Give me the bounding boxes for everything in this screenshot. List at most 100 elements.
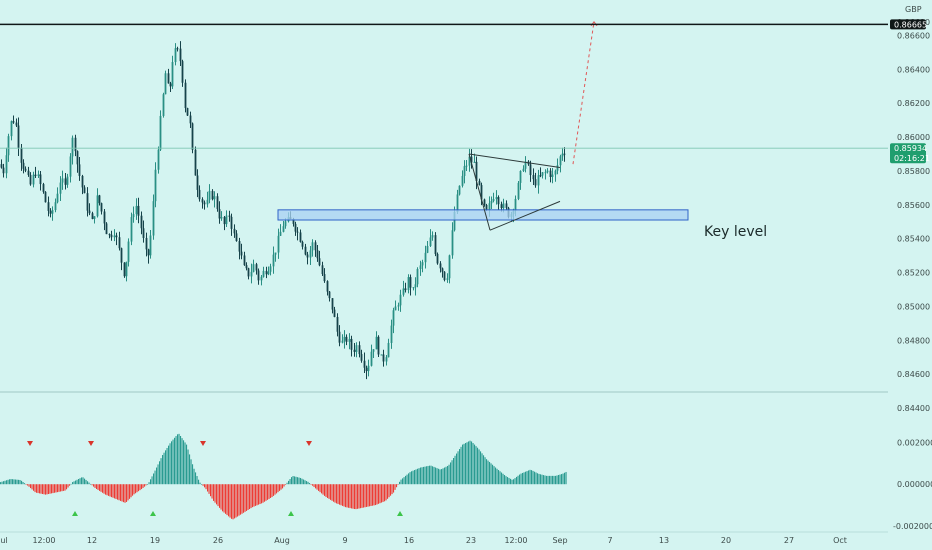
histogram-bar (216, 484, 217, 504)
candle-body (437, 254, 439, 263)
candle-body (359, 345, 361, 354)
candle-body (104, 211, 106, 223)
histogram-bar (215, 484, 216, 502)
histogram-bar (416, 469, 417, 484)
histogram-bar (432, 466, 433, 484)
candle-body (393, 310, 395, 325)
histogram-bar (239, 484, 240, 515)
histogram-bar (390, 484, 391, 495)
histogram-bar (456, 454, 457, 485)
histogram-bar (495, 468, 496, 485)
current-price-tag: 0.85934 02:16:21 (890, 143, 930, 163)
histogram-bar (287, 483, 288, 484)
candle-body (337, 317, 339, 332)
histogram-bar (204, 484, 205, 487)
candle-body (327, 281, 329, 291)
histogram-bar (21, 481, 22, 484)
candle-body (263, 271, 265, 277)
histogram-bar (309, 483, 310, 484)
histogram-bar (428, 466, 429, 484)
histogram-bar (360, 484, 361, 508)
histogram-bar (512, 480, 513, 484)
histogram-bar (414, 470, 415, 484)
candle-body (523, 169, 525, 171)
candle-body (373, 349, 375, 351)
candle-body (432, 235, 434, 237)
candle-body (199, 190, 201, 199)
histogram-bar (257, 484, 258, 505)
indicator-tick-label: -0.002000 (893, 522, 932, 531)
histogram-bar (336, 484, 337, 503)
histogram-bar (143, 484, 144, 488)
candle-body (342, 341, 344, 343)
candle-body (542, 172, 544, 175)
histogram-bar (197, 476, 198, 484)
histogram-bar (405, 476, 406, 484)
histogram-bar (533, 471, 534, 484)
candle-body (25, 169, 27, 171)
key-level-zone[interactable] (278, 210, 688, 220)
histogram-bar (507, 477, 508, 484)
candle-body (128, 242, 130, 262)
candle-body (187, 108, 189, 116)
candle-body (278, 236, 280, 253)
histogram-bar (518, 476, 519, 484)
candle-body (425, 253, 427, 262)
candle-body (6, 155, 8, 173)
candle-body (126, 262, 128, 276)
candle-body (493, 199, 495, 201)
price-tick-label: 0.84600 (897, 370, 930, 379)
candle-body (224, 217, 226, 224)
candle-body (410, 277, 412, 288)
candle-body (540, 175, 542, 176)
histogram-bar (509, 478, 510, 484)
histogram-bar (108, 484, 109, 496)
candle-body (160, 116, 162, 150)
histogram-bar (296, 477, 297, 484)
candle-body (30, 175, 32, 184)
candle-body (256, 264, 258, 270)
histogram-bar (62, 484, 63, 491)
candle-body (23, 163, 25, 169)
histogram-bar (333, 484, 334, 502)
candle-body (55, 202, 57, 210)
indicator-tick-label: 0.000000 (897, 480, 932, 489)
histogram-bar (347, 484, 348, 507)
histogram-bar (326, 484, 327, 497)
histogram-bar (153, 473, 154, 484)
histogram-bar (561, 474, 562, 484)
time-tick-label: 26 (213, 536, 223, 545)
histogram-bar (383, 484, 384, 502)
histogram-bar (33, 484, 34, 491)
histogram-bar (524, 472, 525, 484)
candle-body (121, 248, 123, 262)
histogram-bar (363, 484, 364, 507)
histogram-bar (222, 484, 223, 511)
histogram-bar (9, 479, 10, 484)
candle-body (329, 292, 331, 299)
candle-body (302, 242, 304, 247)
histogram-bar (3, 481, 4, 484)
candle-body (545, 172, 547, 173)
histogram-bar (501, 473, 502, 485)
histogram-bar (302, 479, 303, 484)
histogram-bar (141, 484, 142, 489)
candle-body (204, 202, 206, 204)
price-tick-label: 0.86400 (897, 65, 930, 74)
histogram-bar (434, 467, 435, 484)
histogram-bar (233, 484, 234, 519)
time-tick-label: 7 (607, 536, 612, 545)
candle-body (229, 216, 231, 217)
histogram-bar (99, 484, 100, 491)
histogram-bar (126, 484, 127, 502)
candle-body (457, 194, 459, 211)
histogram-bar (29, 484, 30, 487)
histogram-bar (558, 475, 559, 484)
candle-body (268, 272, 270, 275)
histogram-bar (182, 438, 183, 484)
histogram-bar (0, 482, 1, 484)
histogram-bar (129, 484, 130, 499)
histogram-bar (291, 477, 292, 484)
candle-body (43, 184, 45, 192)
